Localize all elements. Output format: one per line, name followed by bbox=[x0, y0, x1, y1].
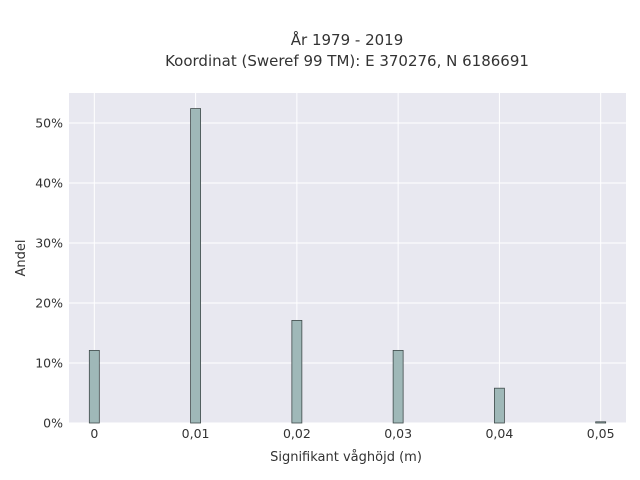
y-tick-labels: 0% 10% 20% 30% 40% 50% bbox=[35, 116, 63, 431]
y-tick-label: 40% bbox=[35, 176, 63, 191]
x-tick-label: 0 bbox=[90, 426, 98, 441]
y-tick-label: 30% bbox=[35, 236, 63, 251]
x-tick-label: 0,05 bbox=[587, 426, 615, 441]
x-tick-labels: 0 0,01 0,02 0,03 0,04 0,05 bbox=[90, 426, 614, 441]
x-axis-label: Signifikant våghöjd (m) bbox=[270, 450, 422, 465]
x-tick-label: 0,02 bbox=[283, 426, 311, 441]
bar bbox=[595, 421, 607, 424]
x-tick-label: 0,04 bbox=[485, 426, 513, 441]
bar bbox=[494, 387, 505, 424]
bar bbox=[392, 349, 404, 424]
bar bbox=[88, 349, 100, 424]
bar bbox=[291, 319, 303, 424]
bars bbox=[88, 108, 607, 424]
bar bbox=[190, 108, 201, 424]
y-tick-label: 10% bbox=[35, 356, 63, 371]
y-axis-label: Andel bbox=[14, 240, 29, 277]
chart-title-line1: År 1979 - 2019 bbox=[291, 30, 404, 49]
y-tick-label: 0% bbox=[43, 416, 63, 431]
chart-title-line2: Koordinat (Sweref 99 TM): E 370276, N 61… bbox=[165, 52, 529, 70]
x-tick-label: 0,03 bbox=[384, 426, 412, 441]
y-tick-label: 50% bbox=[35, 116, 63, 131]
x-tick-label: 0,01 bbox=[182, 426, 210, 441]
y-tick-label: 20% bbox=[35, 296, 63, 311]
y-gridlines bbox=[69, 122, 626, 424]
plot-area bbox=[69, 93, 626, 423]
